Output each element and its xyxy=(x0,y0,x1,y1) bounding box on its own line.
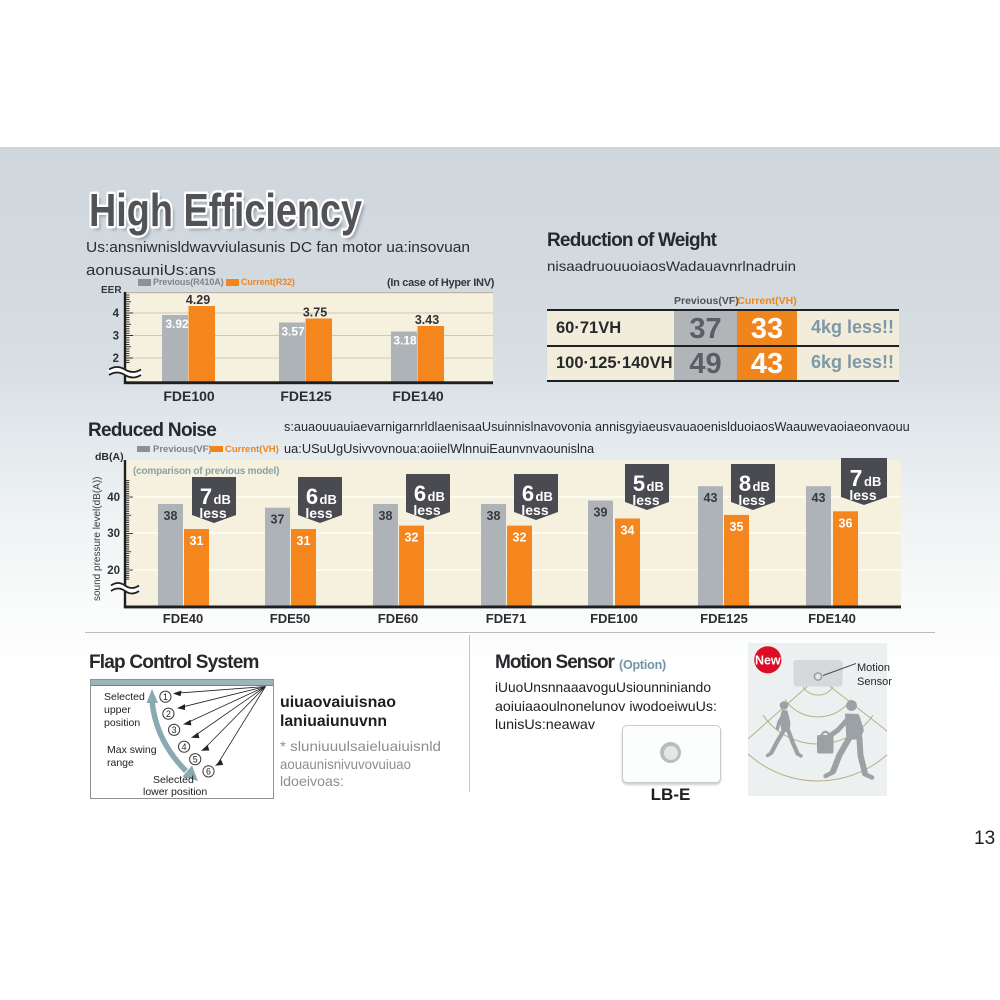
svg-text:range: range xyxy=(107,757,134,769)
svg-text:dB: dB xyxy=(647,479,664,494)
svg-text:30: 30 xyxy=(107,528,120,540)
svg-text:less: less xyxy=(521,502,548,518)
svg-text:34: 34 xyxy=(621,524,635,538)
svg-text:less: less xyxy=(305,505,332,521)
svg-text:43: 43 xyxy=(812,491,826,505)
svg-text:less: less xyxy=(849,487,876,503)
svg-text:7: 7 xyxy=(850,465,863,491)
svg-text:Selected: Selected xyxy=(104,691,145,703)
svg-text:6: 6 xyxy=(206,767,211,777)
svg-text:3: 3 xyxy=(172,725,177,735)
svg-text:8: 8 xyxy=(739,471,751,496)
svg-text:High Efficiency: High Efficiency xyxy=(89,184,362,236)
svg-text:20: 20 xyxy=(107,565,120,577)
svg-text:2: 2 xyxy=(113,353,119,365)
svg-text:32: 32 xyxy=(513,531,527,545)
svg-text:(comparison of previous model): (comparison of previous model) xyxy=(133,466,279,477)
svg-text:less: less xyxy=(413,502,440,518)
svg-text:5: 5 xyxy=(193,754,198,764)
svg-text:less: less xyxy=(199,505,226,521)
svg-text:lower position: lower position xyxy=(143,786,207,798)
svg-text:dB: dB xyxy=(214,492,231,507)
svg-text:36: 36 xyxy=(839,516,853,530)
svg-text:upper: upper xyxy=(104,704,131,716)
svg-text:40: 40 xyxy=(107,492,120,504)
svg-text:38: 38 xyxy=(164,509,178,523)
svg-text:6: 6 xyxy=(522,481,534,506)
svg-text:4: 4 xyxy=(113,308,120,320)
svg-text:6: 6 xyxy=(414,481,426,506)
svg-text:4: 4 xyxy=(182,742,187,752)
svg-text:3.75: 3.75 xyxy=(303,306,327,320)
svg-text:31: 31 xyxy=(297,534,311,548)
svg-text:39: 39 xyxy=(594,506,608,520)
svg-text:3.43: 3.43 xyxy=(415,313,439,327)
svg-text:2: 2 xyxy=(166,709,171,719)
svg-text:position: position xyxy=(104,717,140,729)
svg-text:43: 43 xyxy=(704,491,718,505)
svg-text:1: 1 xyxy=(163,692,168,702)
svg-text:38: 38 xyxy=(379,509,393,523)
svg-text:5: 5 xyxy=(633,471,645,496)
svg-text:3.18: 3.18 xyxy=(393,334,417,348)
svg-text:3.92: 3.92 xyxy=(165,317,189,331)
svg-text:High Efficiency: High Efficiency xyxy=(92,188,365,240)
svg-text:38: 38 xyxy=(487,509,501,523)
svg-text:3.57: 3.57 xyxy=(281,325,305,339)
svg-text:New: New xyxy=(755,653,781,667)
svg-text:32: 32 xyxy=(405,531,419,545)
svg-text:less: less xyxy=(738,492,765,508)
svg-text:31: 31 xyxy=(190,534,204,548)
svg-text:6: 6 xyxy=(306,484,318,509)
svg-text:sound pressure level(dB(A)): sound pressure level(dB(A)) xyxy=(92,477,103,602)
svg-text:dB: dB xyxy=(320,492,337,507)
svg-text:35: 35 xyxy=(730,520,744,534)
svg-text:dB: dB xyxy=(753,479,770,494)
svg-text:37: 37 xyxy=(271,513,285,527)
svg-text:7: 7 xyxy=(200,484,212,509)
svg-text:4.29: 4.29 xyxy=(186,293,210,307)
svg-text:Selected: Selected xyxy=(153,774,194,786)
svg-text:3: 3 xyxy=(113,331,119,343)
svg-text:dB: dB xyxy=(428,489,445,504)
svg-text:less: less xyxy=(632,492,659,508)
svg-text:dB: dB xyxy=(536,489,553,504)
svg-text:dB: dB xyxy=(864,474,881,489)
svg-text:Max swing: Max swing xyxy=(107,744,157,756)
